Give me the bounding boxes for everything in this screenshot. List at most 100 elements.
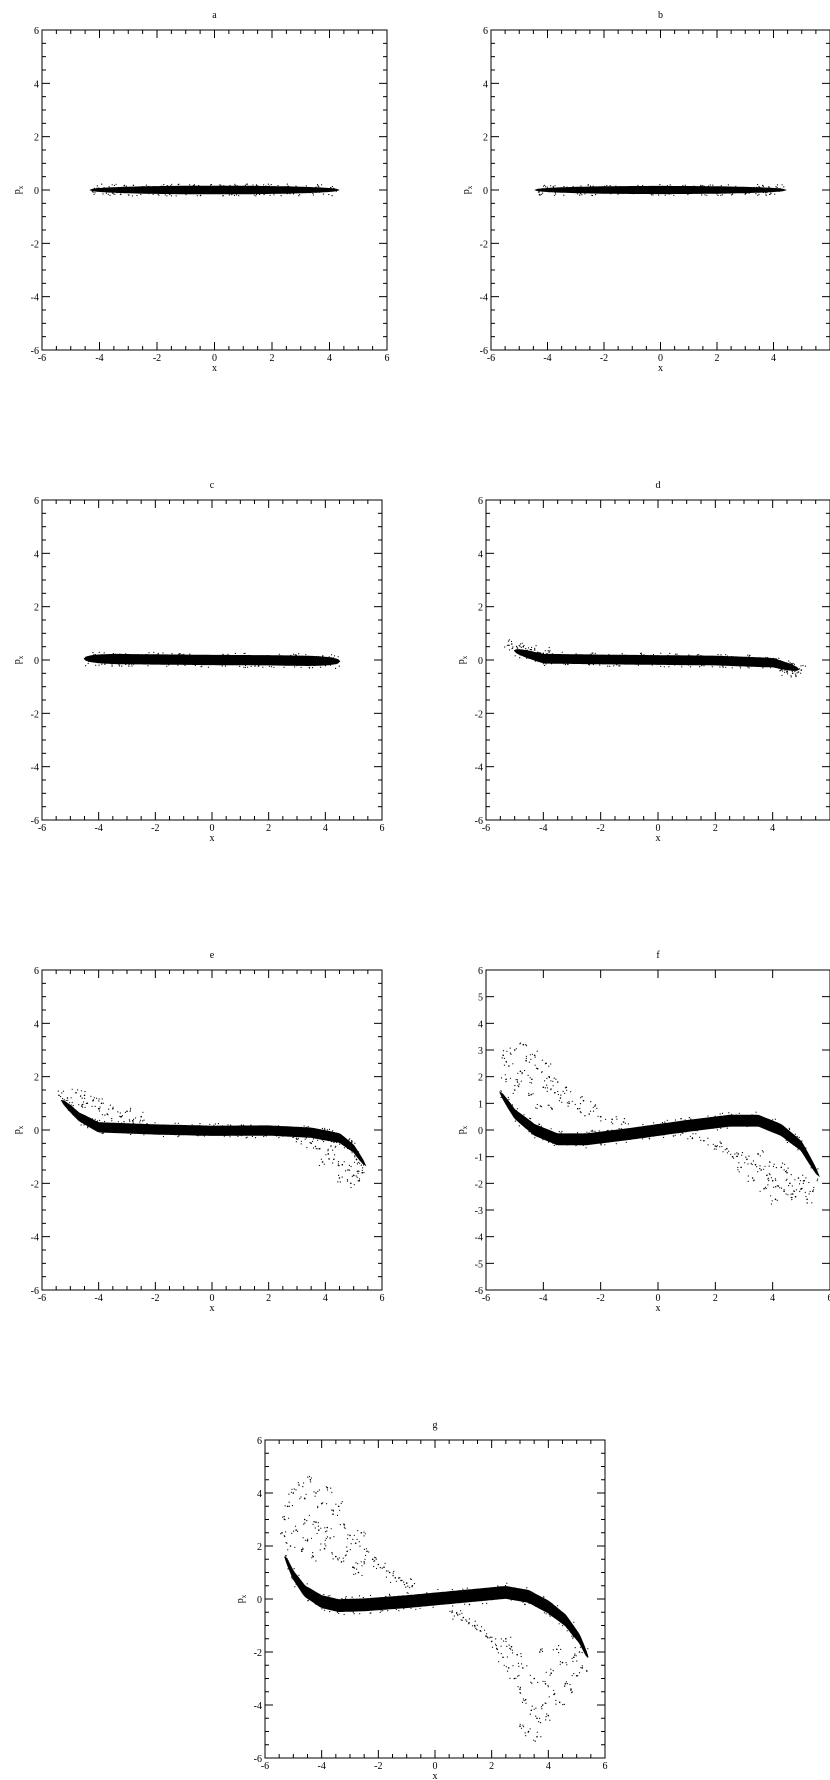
scatter-point xyxy=(347,1534,349,1536)
scatter-point xyxy=(713,1148,716,1150)
band-edge-point xyxy=(244,661,246,663)
x-tick-label: -2 xyxy=(153,353,161,364)
x-tick-label: -2 xyxy=(374,1761,382,1772)
scatter-point xyxy=(353,1573,355,1575)
band-edge-point xyxy=(406,1602,409,1604)
band-edge-point xyxy=(756,186,758,188)
band-edge-point xyxy=(357,1154,359,1156)
band-edge-point xyxy=(323,1609,326,1611)
scatter-point xyxy=(392,1575,394,1577)
band-edge-point xyxy=(520,646,522,649)
band-edge-point xyxy=(758,191,760,193)
scatter-point xyxy=(294,1525,297,1527)
band-edge-point xyxy=(704,1125,706,1127)
scatter-point xyxy=(531,646,533,649)
band-edge-point xyxy=(269,194,271,196)
band-edge-point xyxy=(141,190,143,192)
band-edge-point xyxy=(275,1126,277,1128)
band-edge-point xyxy=(278,1137,280,1139)
scatter-point xyxy=(525,1057,527,1060)
band-edge-point xyxy=(589,185,592,187)
band-edge-point xyxy=(451,1588,453,1591)
x-tick-label: 2 xyxy=(266,823,271,834)
scatter-point xyxy=(790,1193,792,1195)
band-edge-point xyxy=(673,657,675,659)
band-edge-point xyxy=(449,1600,451,1602)
band-edge-point xyxy=(310,1595,312,1597)
band-edge-point xyxy=(313,664,315,667)
band-edge-point xyxy=(141,654,143,656)
band-edge-point xyxy=(526,1595,528,1597)
scatter-point xyxy=(337,1559,339,1561)
scatter-point xyxy=(315,1521,317,1523)
scatter-point xyxy=(333,1536,335,1538)
scatter-point xyxy=(768,1173,770,1175)
scatter-point xyxy=(780,668,783,671)
band-edge-point xyxy=(333,1141,335,1144)
scatter-point xyxy=(525,1735,527,1737)
band-edge-point xyxy=(154,1122,156,1124)
scatter-point xyxy=(505,1060,507,1062)
band-edge-point xyxy=(634,187,636,189)
scatter-point xyxy=(301,1550,303,1553)
band-edge-point xyxy=(651,664,653,666)
scatter-point xyxy=(769,1161,771,1163)
band-edge-point xyxy=(700,184,702,186)
band-edge-point xyxy=(354,1142,356,1144)
band-edge-point xyxy=(309,667,311,669)
band-edge-point xyxy=(371,1602,373,1605)
scatter-point xyxy=(320,1527,322,1529)
scatter-point xyxy=(126,1110,128,1113)
band-edge-point xyxy=(331,654,333,656)
band-edge-point xyxy=(279,1127,282,1129)
band-edge-point xyxy=(381,1597,383,1599)
band-edge-point xyxy=(525,1122,527,1124)
band-edge-point xyxy=(523,1603,526,1605)
band-edge-point xyxy=(547,1136,549,1138)
x-tick-label: 6 xyxy=(828,1293,830,1304)
scatter-point xyxy=(78,1104,80,1106)
band-edge-point xyxy=(282,1135,284,1137)
band-edge-point xyxy=(362,1597,364,1599)
scatter-point xyxy=(400,1579,402,1582)
scatter-point xyxy=(511,1649,513,1651)
panel-title: b xyxy=(658,10,663,21)
band-edge-point xyxy=(538,1604,540,1606)
scatter-point xyxy=(812,1190,814,1193)
band-edge-point xyxy=(725,664,727,666)
band-edge-point xyxy=(136,194,138,197)
band-edge-point xyxy=(578,191,580,193)
scatter-point xyxy=(540,652,542,654)
scatter-point xyxy=(494,1643,497,1645)
scatter-point xyxy=(281,1532,283,1534)
band-edge-point xyxy=(174,1122,176,1124)
scatter-point xyxy=(314,1146,316,1148)
band-edge-point xyxy=(754,1123,756,1125)
band-edge-point xyxy=(694,655,696,657)
scatter-point xyxy=(546,1084,548,1086)
band-edge-point xyxy=(284,189,286,191)
scatter-point xyxy=(549,1719,551,1721)
band-edge-point xyxy=(593,1133,595,1135)
band-edge-point xyxy=(303,1125,305,1127)
scatter-point xyxy=(548,1104,550,1106)
band-edge-point xyxy=(652,654,655,656)
scatter-point xyxy=(322,1502,324,1504)
band-edge-point xyxy=(457,1595,459,1597)
band-edge-point xyxy=(123,1121,125,1123)
band-edge-point xyxy=(606,184,608,187)
band-edge-point xyxy=(166,185,168,188)
band-edge-point xyxy=(287,192,289,194)
band-edge-point xyxy=(120,661,122,663)
band-edge-point xyxy=(267,183,269,185)
y-tick-label: -2 xyxy=(475,709,483,720)
scatter-point xyxy=(128,1119,130,1121)
scatter-point xyxy=(381,1567,383,1569)
band-edge-point xyxy=(618,657,621,659)
scatter-point xyxy=(452,1618,454,1620)
scatter-point xyxy=(350,1182,352,1185)
band-edge-point xyxy=(677,190,679,192)
band-edge-point xyxy=(343,1613,345,1616)
band-edge-point xyxy=(197,190,199,192)
band-edge-point xyxy=(246,1126,249,1128)
